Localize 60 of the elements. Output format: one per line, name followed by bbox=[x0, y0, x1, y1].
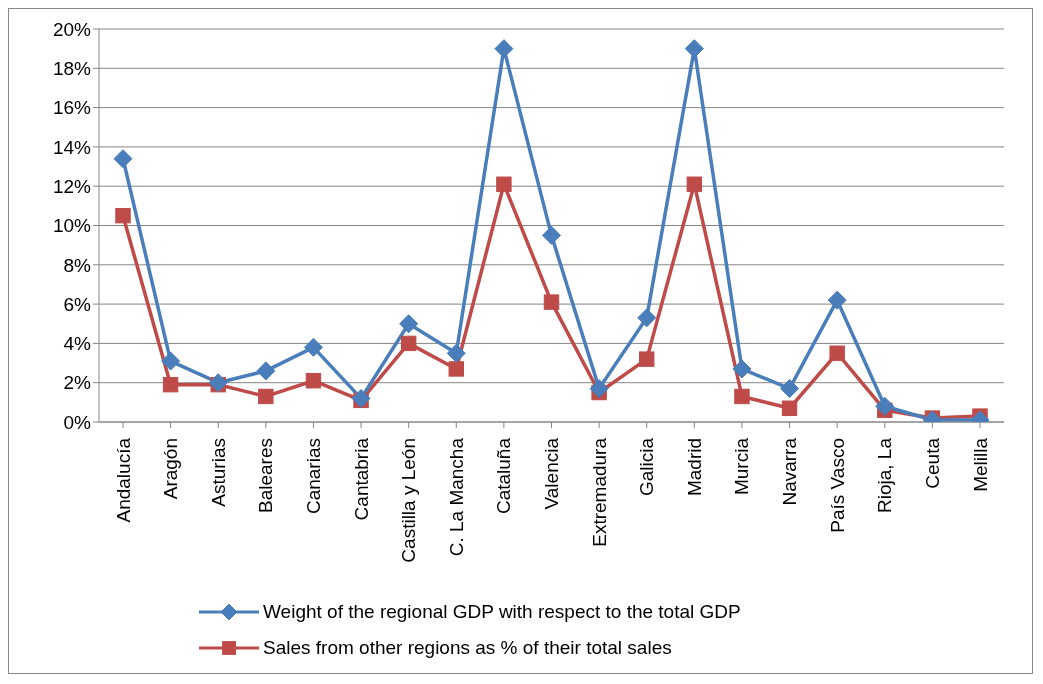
x-tick-label: País Vasco bbox=[826, 438, 848, 533]
x-tick-label: Castilla y León bbox=[398, 438, 420, 563]
point bbox=[400, 335, 417, 352]
y-tick-label: 20% bbox=[52, 18, 92, 40]
point bbox=[781, 400, 798, 416]
x-tick-label: Valencia bbox=[541, 437, 562, 510]
point bbox=[639, 351, 655, 367]
point bbox=[732, 359, 752, 379]
y-tick-label: 2% bbox=[63, 372, 92, 394]
point bbox=[543, 294, 560, 310]
point bbox=[827, 290, 847, 310]
y-tick-label: 4% bbox=[63, 333, 92, 355]
x-tick-label: Extremadura bbox=[588, 437, 610, 547]
point bbox=[589, 379, 609, 399]
point bbox=[448, 361, 464, 377]
x-tick-label: Madrid bbox=[683, 438, 705, 497]
x-tick-label: Andalucía bbox=[112, 437, 134, 523]
y-tick-label: 10% bbox=[52, 215, 92, 237]
y-tick-label: 8% bbox=[63, 254, 92, 276]
point bbox=[161, 351, 181, 371]
point bbox=[305, 373, 322, 389]
x-tick-label: Murcia bbox=[731, 437, 753, 496]
x-tick-label: Galicia bbox=[636, 437, 658, 497]
legend-label: Weight of the regional GDP with respect to the total GDP bbox=[263, 601, 741, 623]
point bbox=[113, 149, 133, 169]
point bbox=[780, 379, 800, 399]
y-tick-label: 18% bbox=[52, 58, 92, 80]
x-tick-label: Cantabria bbox=[350, 437, 372, 521]
point bbox=[686, 176, 703, 192]
y-tick-label: 6% bbox=[63, 293, 92, 315]
point bbox=[496, 176, 512, 192]
point bbox=[637, 308, 657, 328]
x-tick-label: Aragón bbox=[160, 438, 182, 500]
x-tick-label: Navarra bbox=[779, 437, 801, 506]
point bbox=[684, 39, 704, 59]
point bbox=[494, 39, 514, 59]
x-tick-label: Ceuta bbox=[921, 437, 943, 489]
point bbox=[829, 345, 845, 361]
point bbox=[399, 314, 419, 334]
x-tick-label: Canarias bbox=[302, 438, 324, 515]
point bbox=[875, 396, 895, 416]
y-tick-label: 14% bbox=[52, 136, 92, 158]
point bbox=[256, 361, 276, 381]
point bbox=[734, 388, 750, 405]
x-tick-label: Melilla bbox=[969, 437, 991, 492]
y-tick-label: 0% bbox=[63, 411, 92, 433]
x-tick-label: Rioja, La bbox=[874, 437, 896, 513]
x-tick-label: Cataluña bbox=[493, 437, 515, 515]
x-tick-label: C. La Mancha bbox=[445, 437, 467, 557]
x-tick-label: Asturias bbox=[207, 438, 229, 507]
legend-label: Sales from other regions as % of their total sales bbox=[263, 637, 672, 659]
point bbox=[303, 337, 323, 357]
point bbox=[115, 207, 131, 224]
point bbox=[542, 225, 561, 245]
point bbox=[162, 376, 179, 393]
point bbox=[446, 343, 466, 363]
y-tick-label: 12% bbox=[52, 175, 92, 197]
point bbox=[258, 388, 274, 405]
y-tick-label: 16% bbox=[52, 97, 92, 119]
x-tick-label: Baleares bbox=[255, 438, 277, 513]
